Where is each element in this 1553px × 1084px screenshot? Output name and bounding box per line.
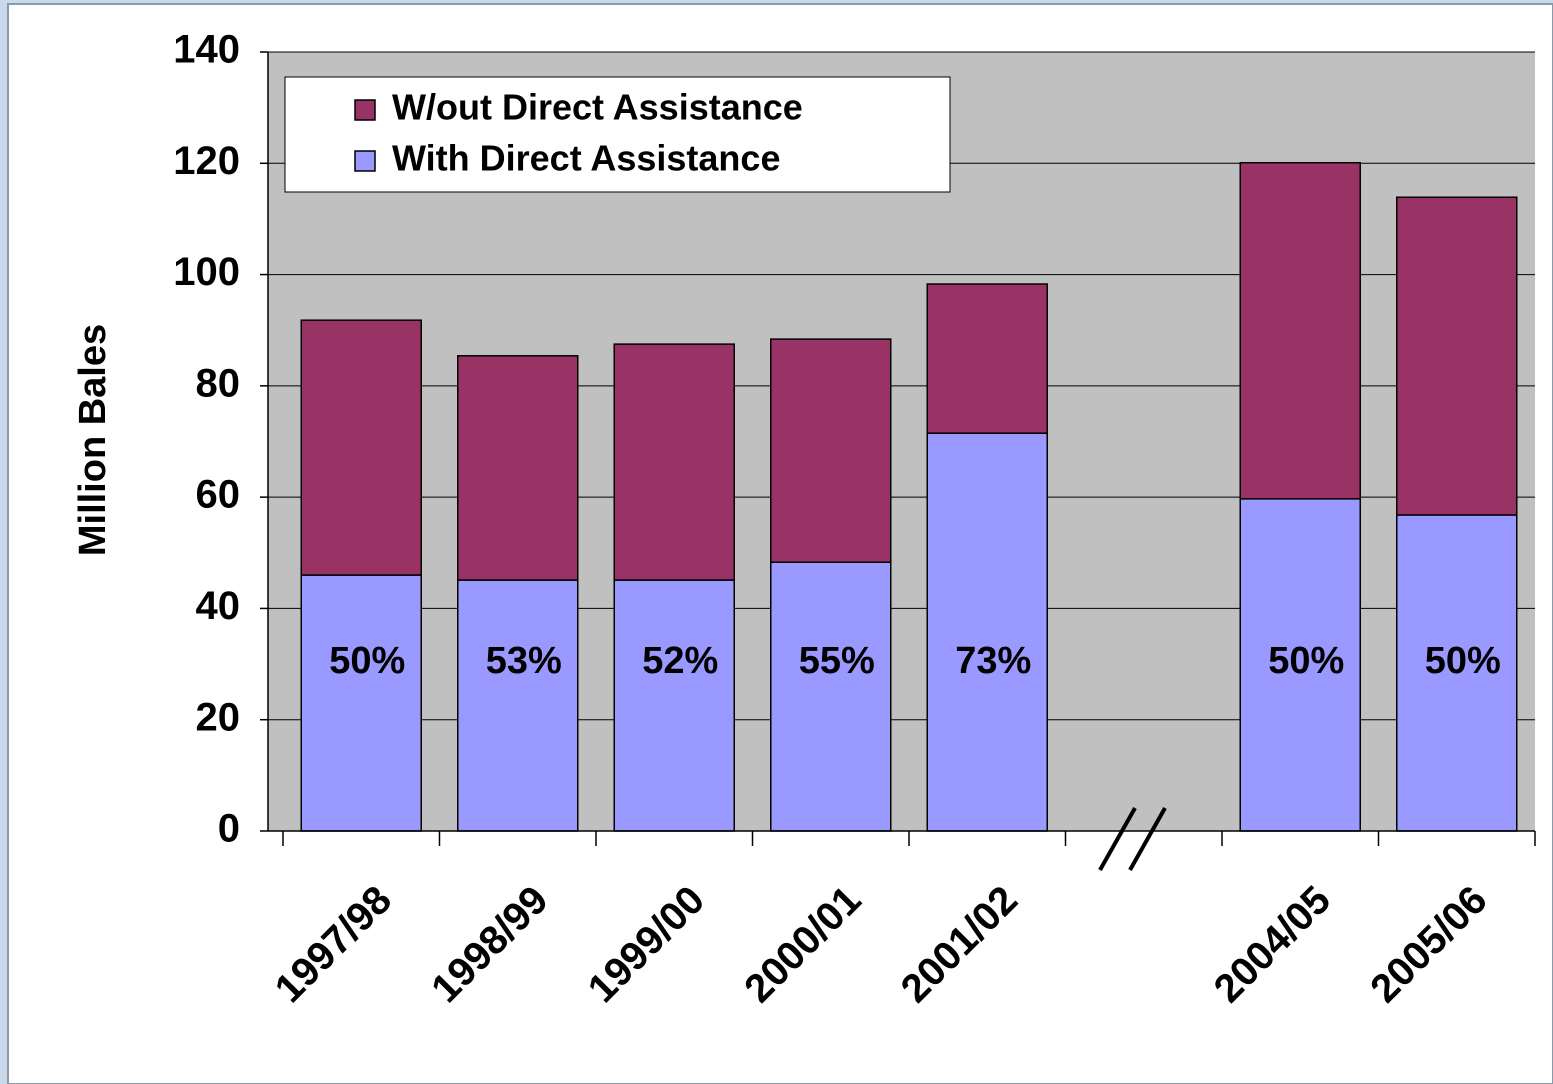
legend-label: W/out Direct Assistance <box>392 87 803 128</box>
percent-label: 53% <box>486 640 562 682</box>
break-mark <box>1128 807 1167 871</box>
axis-break <box>1098 807 1167 871</box>
bar-segment <box>613 343 735 581</box>
percent-label: 50% <box>329 640 405 682</box>
y-tick-label: 120 <box>173 139 240 183</box>
bar-segment <box>926 283 1048 434</box>
percent-label: 73% <box>955 640 1031 682</box>
y-tick-label: 80 <box>196 361 241 405</box>
legend-label: With Direct Assistance <box>392 138 780 179</box>
y-tick-label: 100 <box>173 250 240 294</box>
y-tick-label: 0 <box>218 807 240 851</box>
percent-label: 52% <box>642 640 718 682</box>
bar-segment <box>770 561 892 832</box>
legend <box>284 76 951 193</box>
bar-segment <box>1239 161 1361 500</box>
bar-segment <box>1239 498 1361 832</box>
bar-segment <box>926 432 1048 832</box>
bars <box>300 161 1518 832</box>
bar-segment <box>457 579 579 832</box>
percent-label: 55% <box>799 640 875 682</box>
bar-segment <box>300 319 422 576</box>
legend-swatch <box>354 99 376 121</box>
bar-segment <box>770 338 892 563</box>
y-tick-label: 140 <box>173 28 240 72</box>
y-tick-label: 20 <box>196 695 241 739</box>
bar-segment <box>1396 514 1518 832</box>
y-tick-label: 40 <box>196 584 241 628</box>
legend-swatch <box>354 150 376 172</box>
bar-segment <box>613 579 735 832</box>
bar-segment <box>1396 196 1518 516</box>
percent-label: 50% <box>1268 640 1344 682</box>
break-mark <box>1098 807 1137 871</box>
percent-label: 50% <box>1425 640 1501 682</box>
y-tick-label: 60 <box>196 473 241 517</box>
bar-segment <box>300 574 422 832</box>
y-axis-label: Million Bales <box>72 324 114 556</box>
bar-segment <box>457 355 579 581</box>
